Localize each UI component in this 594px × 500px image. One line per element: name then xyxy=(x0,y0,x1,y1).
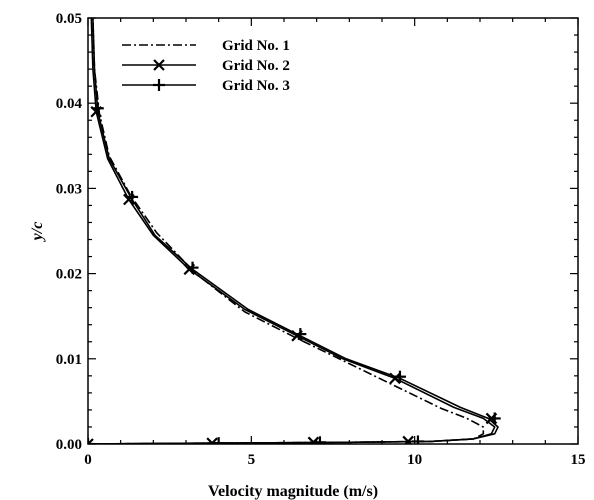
x-axis-title: Velocity magnitude (m/s) xyxy=(208,483,378,500)
x-tick-label: 5 xyxy=(248,452,256,468)
series-3-marker-3 xyxy=(313,436,326,444)
series-1-line xyxy=(88,18,485,444)
legend-label-3: Grid No. 3 xyxy=(222,78,290,94)
legend-marker-2-stroke-b xyxy=(153,59,165,71)
series-3-marker-8 xyxy=(186,261,199,274)
series-3-marker-4 xyxy=(411,435,424,444)
legend-label-2: Grid No. 2 xyxy=(222,58,290,74)
legend-entry-1: Grid No. 1 xyxy=(122,38,290,54)
y-tick-label: 0.04 xyxy=(56,96,83,112)
legend-entry-3: Grid No. 3 xyxy=(122,78,290,94)
y-tick-label: 0.01 xyxy=(56,352,82,368)
y-tick-label: 0.05 xyxy=(56,11,82,27)
series-3-marker-9 xyxy=(126,190,139,203)
series-2-marker-1 xyxy=(88,438,94,444)
series-2-marker-1-stroke-b xyxy=(88,438,94,444)
series-1 xyxy=(88,18,485,444)
series-3-marker-10 xyxy=(91,102,104,115)
plot-area xyxy=(88,18,501,444)
x-tick-label: 10 xyxy=(407,452,422,468)
y-tick-label: 0.02 xyxy=(56,267,82,283)
series-2-line xyxy=(88,18,496,444)
series-3-marker-6 xyxy=(393,370,406,383)
x-tick-label: 0 xyxy=(84,452,92,468)
series-3-line xyxy=(88,18,499,444)
x-tick-label: 15 xyxy=(571,452,586,468)
legend: Grid No. 1 Grid No. 2 Grid No. 3 xyxy=(122,38,290,94)
legend-entry-2: Grid No. 2 xyxy=(122,58,290,74)
series-2-marker-6-stroke-b xyxy=(389,372,401,385)
axes: 0 5 10 15 0.00 0.01 0.02 0.03 0.04 0.05 Velocity m… xyxy=(29,11,586,500)
legend-label-1: Grid No. 1 xyxy=(222,38,290,54)
plot-frame xyxy=(87,17,579,445)
series-3 xyxy=(88,18,501,444)
y-tick-label: 0.00 xyxy=(56,437,82,453)
series-3-marker-5 xyxy=(488,412,501,425)
y-tick-label: 0.03 xyxy=(56,181,82,197)
legend-marker-3 xyxy=(153,79,165,91)
series-3-marker-7 xyxy=(294,328,307,341)
legend-marker-2 xyxy=(153,59,165,71)
y-axis-title: y/c xyxy=(29,222,46,243)
